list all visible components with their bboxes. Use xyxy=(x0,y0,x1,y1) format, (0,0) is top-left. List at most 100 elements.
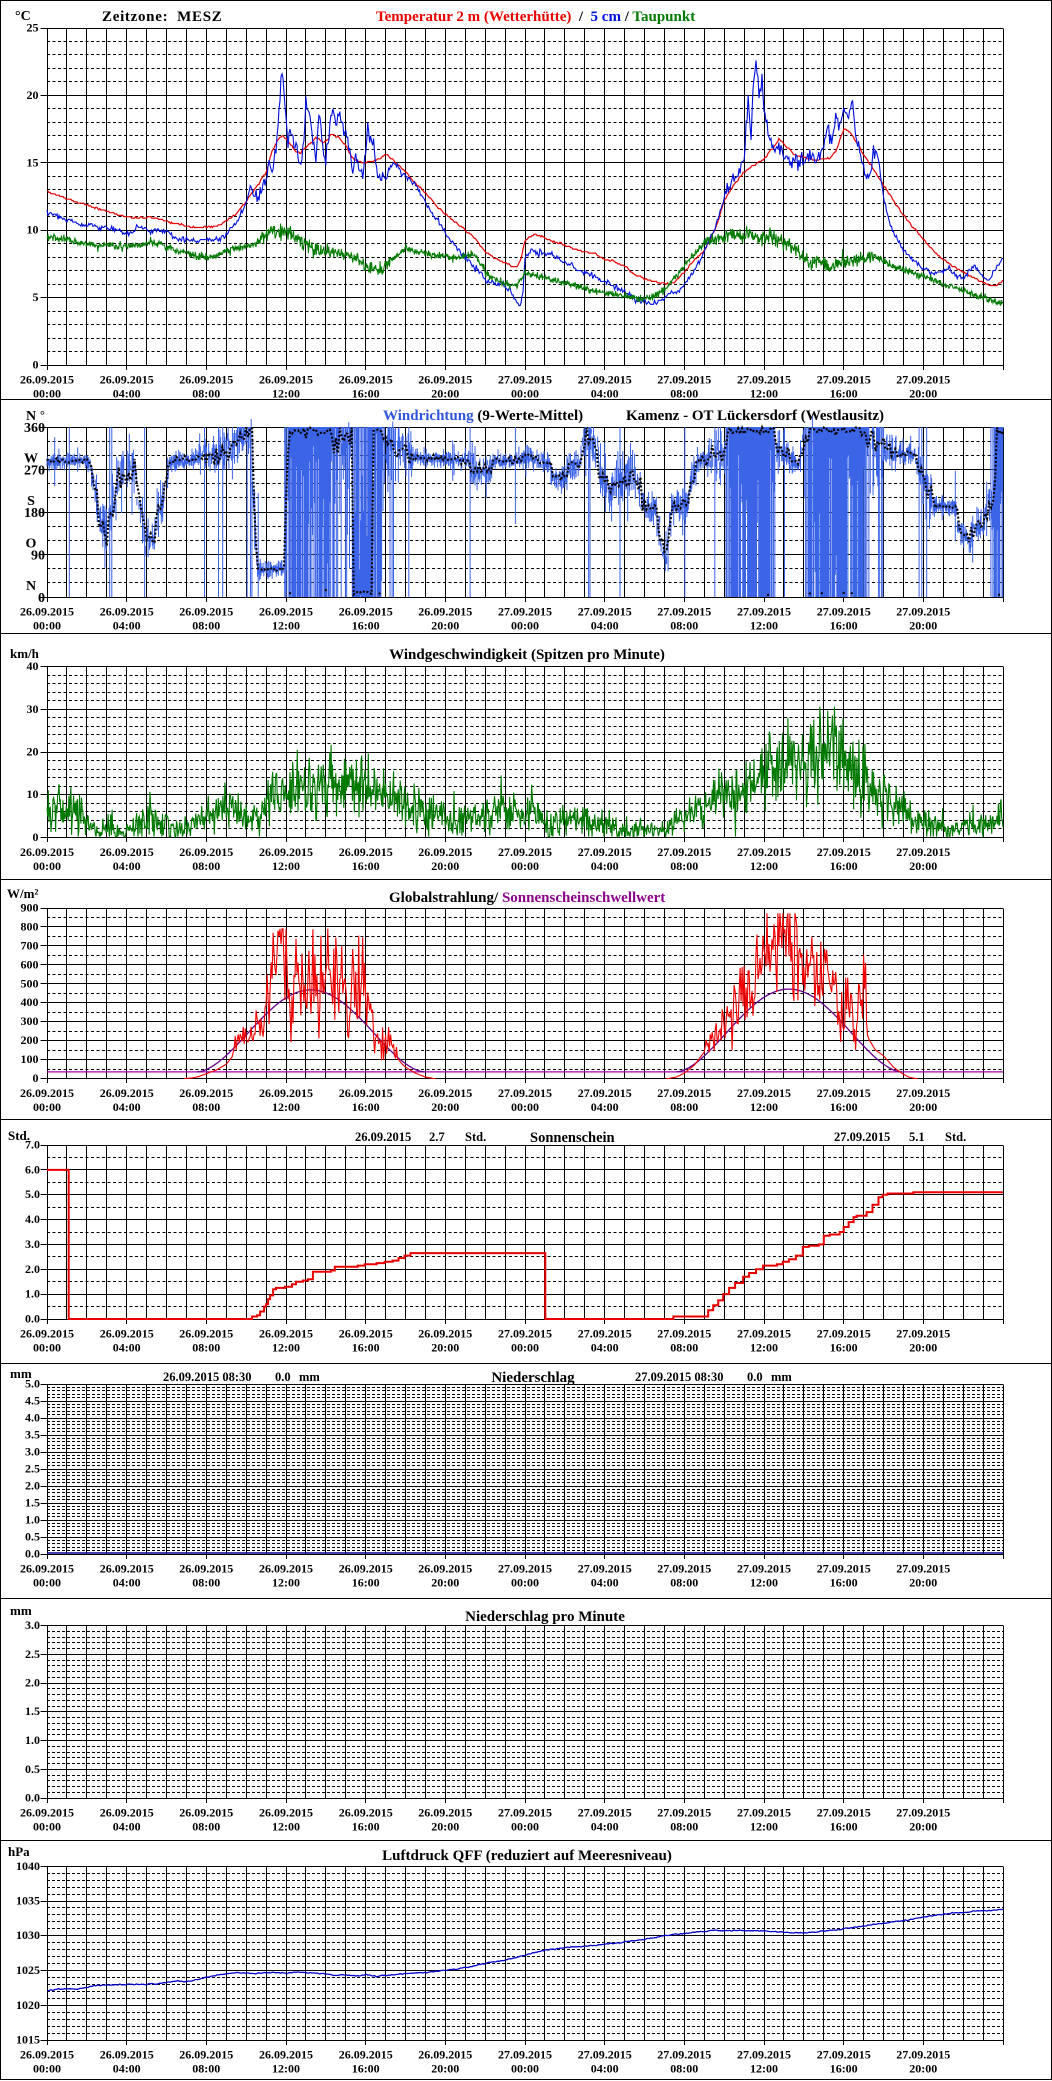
svg-text:2.0: 2.0 xyxy=(25,1262,40,1276)
svg-text:12:00: 12:00 xyxy=(750,859,778,873)
svg-text:08:00: 08:00 xyxy=(670,1820,698,1834)
svg-text:08:00: 08:00 xyxy=(670,1576,698,1590)
svg-text:08:00: 08:00 xyxy=(192,1100,220,1114)
svg-text:00:00: 00:00 xyxy=(33,859,61,873)
svg-text:hPa: hPa xyxy=(8,1844,30,1859)
svg-text:500: 500 xyxy=(21,976,39,990)
svg-text:16:00: 16:00 xyxy=(830,619,858,633)
svg-text:04:00: 04:00 xyxy=(591,859,619,873)
svg-text:600: 600 xyxy=(21,957,39,971)
svg-text:08:00: 08:00 xyxy=(670,2062,698,2076)
svg-text:25: 25 xyxy=(27,21,39,35)
svg-text:04:00: 04:00 xyxy=(113,387,141,401)
svg-text:26.09.2015: 26.09.2015 xyxy=(339,1562,393,1576)
svg-text:1020: 1020 xyxy=(16,1998,40,2012)
svg-text:12:00: 12:00 xyxy=(272,619,300,633)
svg-text:400: 400 xyxy=(21,995,39,1009)
svg-text:27.09.2015: 27.09.2015 xyxy=(578,1086,632,1100)
svg-text:mm: mm xyxy=(299,1370,320,1384)
svg-text:26.09.2015: 26.09.2015 xyxy=(100,845,154,859)
svg-text:27.09.2015: 27.09.2015 xyxy=(737,605,791,619)
svg-text:27.09.2015: 27.09.2015 xyxy=(817,605,871,619)
svg-text:20:00: 20:00 xyxy=(909,1576,937,1590)
svg-text:12:00: 12:00 xyxy=(272,387,300,401)
svg-text:300: 300 xyxy=(21,1014,39,1028)
svg-text:00:00: 00:00 xyxy=(33,2062,61,2076)
svg-text:20:00: 20:00 xyxy=(909,387,937,401)
svg-text:N: N xyxy=(26,409,36,424)
svg-text:08:00: 08:00 xyxy=(192,387,220,401)
svg-text:200: 200 xyxy=(21,1033,39,1047)
svg-text:16:00: 16:00 xyxy=(830,1100,858,1114)
svg-text:26.09.2015: 26.09.2015 xyxy=(418,845,472,859)
svg-text:1040: 1040 xyxy=(16,1859,40,1873)
svg-text:1025: 1025 xyxy=(16,1963,40,1977)
svg-text:Niederschlag pro Minute: Niederschlag pro Minute xyxy=(465,1609,625,1625)
svg-text:00:00: 00:00 xyxy=(33,1100,61,1114)
svg-text:26.09.2015: 26.09.2015 xyxy=(355,1130,411,1144)
svg-text:16:00: 16:00 xyxy=(352,619,380,633)
svg-text:26.09.2015: 26.09.2015 xyxy=(339,1327,393,1341)
svg-text:0: 0 xyxy=(33,358,39,372)
svg-text:26.09.2015: 26.09.2015 xyxy=(20,2048,74,2062)
svg-text:26.09.2015: 26.09.2015 xyxy=(259,1327,313,1341)
svg-text:20:00: 20:00 xyxy=(431,859,459,873)
svg-text:1030: 1030 xyxy=(16,1928,40,1942)
svg-text:Windrichtung (9-Werte-Mittel): Windrichtung (9-Werte-Mittel) xyxy=(383,408,583,424)
svg-text:12:00: 12:00 xyxy=(750,619,778,633)
svg-text:27.09.2015: 27.09.2015 xyxy=(657,2048,711,2062)
svg-text:26.09.2015: 26.09.2015 xyxy=(339,845,393,859)
svg-text:26.09.2015: 26.09.2015 xyxy=(179,605,233,619)
svg-text:26.09.2015: 26.09.2015 xyxy=(100,373,154,387)
svg-text:27.09.2015: 27.09.2015 xyxy=(896,1806,950,1820)
svg-text:20:00: 20:00 xyxy=(909,1820,937,1834)
svg-text:2.7: 2.7 xyxy=(429,1130,445,1144)
svg-text:N: N xyxy=(26,579,36,594)
svg-text:26.09.2015: 26.09.2015 xyxy=(100,1086,154,1100)
svg-text:26.09.2015: 26.09.2015 xyxy=(418,373,472,387)
svg-text:27.09.2015: 27.09.2015 xyxy=(817,2048,871,2062)
svg-text:700: 700 xyxy=(21,938,39,952)
svg-text:26.09.2015: 26.09.2015 xyxy=(418,1086,472,1100)
svg-text:16:00: 16:00 xyxy=(352,1341,380,1355)
svg-text:04:00: 04:00 xyxy=(591,387,619,401)
svg-text:20:00: 20:00 xyxy=(909,619,937,633)
svg-text:20:00: 20:00 xyxy=(909,1100,937,1114)
svg-text:27.09.2015: 27.09.2015 xyxy=(737,1086,791,1100)
svg-text:08:00: 08:00 xyxy=(670,859,698,873)
svg-text:16:00: 16:00 xyxy=(352,2062,380,2076)
svg-text:08:00: 08:00 xyxy=(192,859,220,873)
svg-text:26.09.2015: 26.09.2015 xyxy=(339,373,393,387)
svg-text:04:00: 04:00 xyxy=(113,859,141,873)
svg-text:1035: 1035 xyxy=(16,1894,40,1908)
svg-text:26.09.2015: 26.09.2015 xyxy=(339,1086,393,1100)
svg-text:7.0: 7.0 xyxy=(25,1138,40,1152)
svg-text:20:00: 20:00 xyxy=(431,1341,459,1355)
svg-text:16:00: 16:00 xyxy=(352,1820,380,1834)
svg-text:16:00: 16:00 xyxy=(352,1100,380,1114)
svg-text:20: 20 xyxy=(27,88,39,102)
svg-text:27.09.2015: 27.09.2015 xyxy=(737,1562,791,1576)
svg-text:08:00: 08:00 xyxy=(670,1341,698,1355)
svg-text:Windgeschwindigkeit (Spitzen p: Windgeschwindigkeit (Spitzen pro Minute) xyxy=(389,647,665,663)
svg-text:5.1: 5.1 xyxy=(909,1130,925,1144)
svg-text:12:00: 12:00 xyxy=(750,1341,778,1355)
svg-text:12:00: 12:00 xyxy=(272,1100,300,1114)
svg-text:00:00: 00:00 xyxy=(33,1341,61,1355)
svg-text:26.09.2015: 26.09.2015 xyxy=(179,1562,233,1576)
svg-text:27.09.2015: 27.09.2015 xyxy=(896,373,950,387)
svg-text:00:00: 00:00 xyxy=(33,619,61,633)
svg-text:26.09.2015: 26.09.2015 xyxy=(179,1327,233,1341)
svg-text:1.0: 1.0 xyxy=(25,1733,40,1747)
svg-text:26.09.2015: 26.09.2015 xyxy=(100,605,154,619)
svg-text:27.09.2015 08:30: 27.09.2015 08:30 xyxy=(635,1370,724,1384)
svg-text:16:00: 16:00 xyxy=(830,859,858,873)
svg-text:20:00: 20:00 xyxy=(909,2062,937,2076)
svg-text:800: 800 xyxy=(21,919,39,933)
svg-text:26.09.2015: 26.09.2015 xyxy=(20,373,74,387)
svg-text:4.5: 4.5 xyxy=(25,1394,40,1408)
svg-text:40: 40 xyxy=(27,659,39,673)
svg-text:Std.: Std. xyxy=(945,1130,966,1144)
svg-text:S: S xyxy=(27,494,35,509)
svg-text:12:00: 12:00 xyxy=(272,1341,300,1355)
